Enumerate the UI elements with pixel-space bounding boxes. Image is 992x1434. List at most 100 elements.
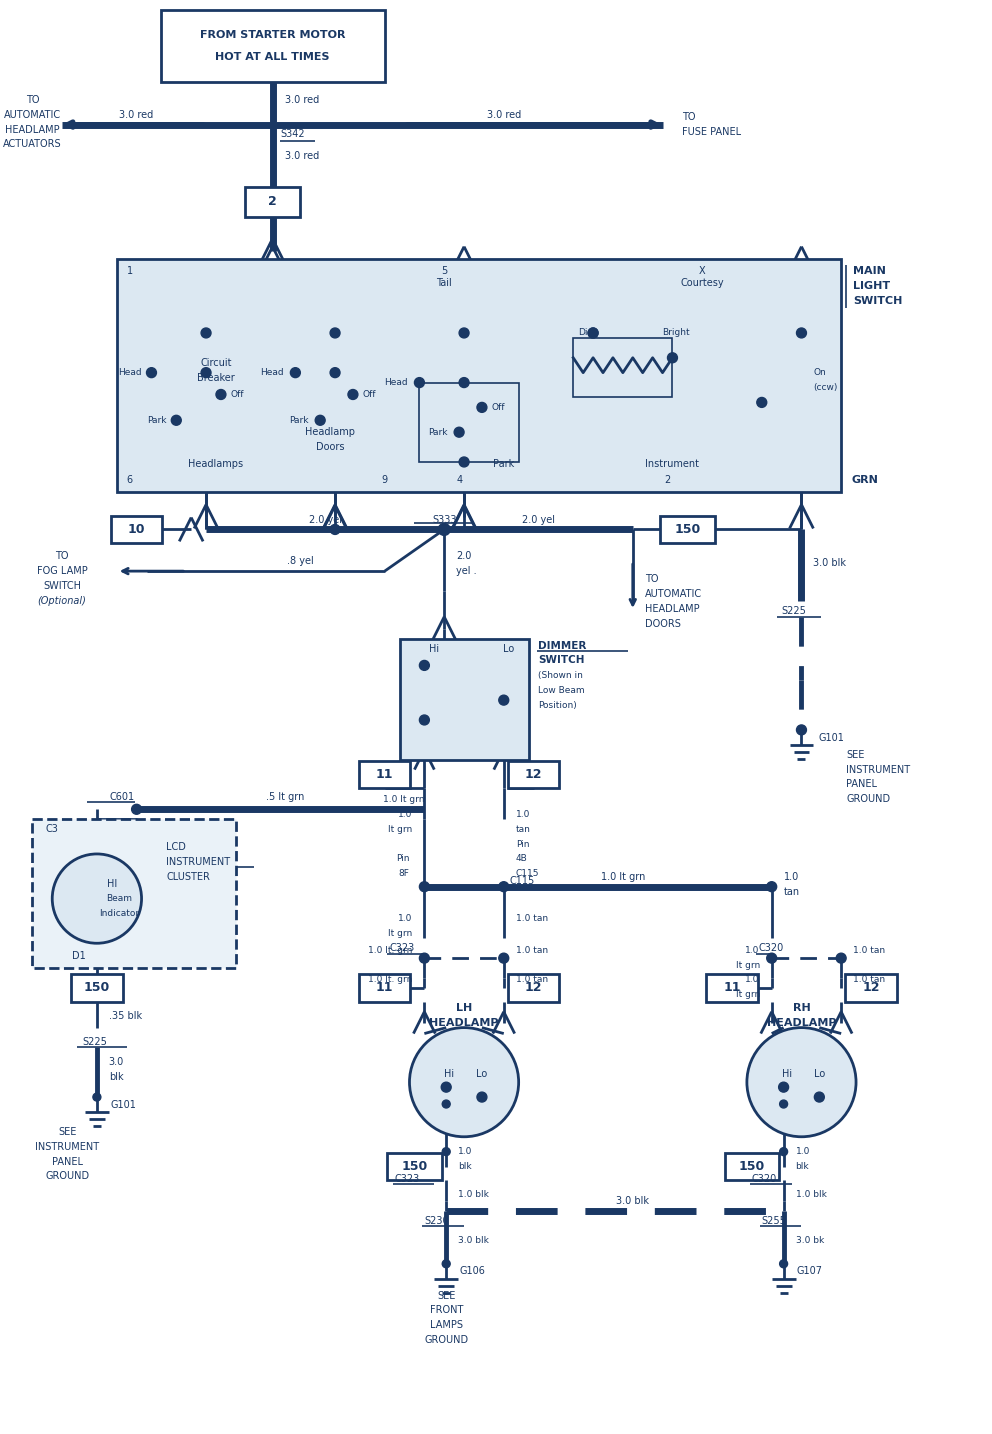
Text: Breaker: Breaker bbox=[197, 373, 235, 383]
Text: Park: Park bbox=[289, 416, 309, 424]
Circle shape bbox=[814, 1093, 824, 1103]
Circle shape bbox=[797, 726, 806, 734]
Text: .8 yel: .8 yel bbox=[287, 556, 313, 566]
Text: Instrument: Instrument bbox=[646, 459, 699, 469]
Text: 150: 150 bbox=[739, 1160, 765, 1173]
Text: 2.0: 2.0 bbox=[456, 551, 471, 561]
Text: C115: C115 bbox=[510, 876, 535, 886]
Text: 12: 12 bbox=[525, 769, 543, 782]
Text: SEE: SEE bbox=[846, 750, 864, 760]
Bar bbox=[111, 516, 163, 543]
Text: FOG LAMP: FOG LAMP bbox=[37, 566, 87, 576]
Text: 1.0: 1.0 bbox=[796, 1147, 809, 1156]
Circle shape bbox=[477, 403, 487, 413]
Text: HEADLAMP: HEADLAMP bbox=[767, 1018, 836, 1028]
Text: TO: TO bbox=[26, 95, 39, 105]
Bar bbox=[706, 974, 758, 1002]
Text: On: On bbox=[813, 369, 826, 377]
Text: Lo: Lo bbox=[476, 1070, 487, 1080]
Circle shape bbox=[330, 367, 340, 377]
Bar bbox=[845, 974, 897, 1002]
Text: 5: 5 bbox=[441, 267, 447, 277]
Text: 11: 11 bbox=[376, 769, 394, 782]
Text: C323: C323 bbox=[395, 1174, 420, 1184]
Text: SWITCH: SWITCH bbox=[539, 655, 585, 665]
Circle shape bbox=[797, 328, 806, 338]
Circle shape bbox=[780, 1100, 788, 1108]
Text: TO: TO bbox=[645, 574, 658, 584]
Text: Head: Head bbox=[384, 379, 408, 387]
Text: GROUND: GROUND bbox=[846, 794, 890, 804]
Circle shape bbox=[459, 328, 469, 338]
Text: 4B: 4B bbox=[516, 855, 528, 863]
Text: MAIN: MAIN bbox=[853, 267, 886, 277]
Text: lt grn: lt grn bbox=[388, 929, 413, 938]
Text: (Optional): (Optional) bbox=[38, 597, 86, 607]
Text: LIGHT: LIGHT bbox=[853, 281, 890, 291]
Text: LH: LH bbox=[456, 1002, 472, 1012]
Text: 2.0 yel: 2.0 yel bbox=[309, 515, 341, 525]
Text: 1.0: 1.0 bbox=[745, 945, 760, 955]
Text: Low Beam: Low Beam bbox=[539, 685, 585, 694]
Text: Tail: Tail bbox=[436, 278, 452, 288]
Text: Hi: Hi bbox=[444, 1070, 454, 1080]
Circle shape bbox=[767, 882, 777, 892]
Circle shape bbox=[588, 328, 598, 338]
Text: lt grn: lt grn bbox=[735, 961, 760, 969]
Text: HEADLAMP: HEADLAMP bbox=[430, 1018, 499, 1028]
Text: 1.0 tan: 1.0 tan bbox=[853, 945, 885, 955]
Text: 12: 12 bbox=[862, 981, 880, 994]
Text: 150: 150 bbox=[402, 1160, 428, 1173]
Circle shape bbox=[438, 523, 450, 535]
Text: 3.0 bk: 3.0 bk bbox=[796, 1236, 823, 1246]
Circle shape bbox=[780, 1147, 788, 1156]
Circle shape bbox=[441, 1083, 451, 1093]
Text: INSTRUMENT: INSTRUMENT bbox=[846, 764, 911, 774]
Circle shape bbox=[216, 390, 226, 400]
Text: 1.0: 1.0 bbox=[516, 810, 530, 819]
Text: Courtesy: Courtesy bbox=[681, 278, 724, 288]
Circle shape bbox=[499, 882, 509, 892]
Text: .5 lt grn: .5 lt grn bbox=[266, 793, 305, 803]
Text: SWITCH: SWITCH bbox=[853, 297, 903, 307]
Circle shape bbox=[836, 954, 846, 964]
Text: 1.0 blk: 1.0 blk bbox=[458, 1190, 489, 1199]
Bar bbox=[400, 638, 529, 760]
Text: 3.0 red: 3.0 red bbox=[286, 95, 319, 105]
Text: Off: Off bbox=[492, 403, 505, 412]
Bar bbox=[33, 819, 236, 968]
Text: Beam: Beam bbox=[106, 895, 132, 903]
Text: 1: 1 bbox=[127, 267, 133, 277]
Text: Hi: Hi bbox=[430, 644, 439, 654]
Circle shape bbox=[442, 1100, 450, 1108]
Text: SWITCH: SWITCH bbox=[44, 581, 81, 591]
Text: 1.0: 1.0 bbox=[398, 913, 413, 923]
Text: (ccw): (ccw) bbox=[813, 383, 838, 391]
Text: 1.0: 1.0 bbox=[745, 975, 760, 985]
Text: GROUND: GROUND bbox=[45, 1172, 89, 1182]
Text: 1.0: 1.0 bbox=[458, 1147, 472, 1156]
Circle shape bbox=[779, 1083, 789, 1093]
Text: AUTOMATIC: AUTOMATIC bbox=[4, 109, 61, 119]
Text: Position): Position) bbox=[539, 701, 577, 710]
Text: lt grn: lt grn bbox=[388, 825, 413, 833]
Text: HEADLAMP: HEADLAMP bbox=[645, 604, 699, 614]
Bar bbox=[420, 383, 519, 462]
Bar bbox=[387, 1153, 441, 1180]
Text: S225: S225 bbox=[782, 605, 806, 615]
Text: SEE: SEE bbox=[437, 1291, 455, 1301]
Text: 1.0 lt. grn: 1.0 lt. grn bbox=[368, 945, 413, 955]
Text: Park: Park bbox=[147, 416, 167, 424]
Circle shape bbox=[420, 661, 430, 670]
Text: 4: 4 bbox=[457, 475, 463, 485]
Text: Head: Head bbox=[118, 369, 142, 377]
Circle shape bbox=[132, 804, 142, 815]
Circle shape bbox=[499, 954, 509, 964]
Text: Off: Off bbox=[231, 390, 244, 399]
Circle shape bbox=[147, 367, 157, 377]
Circle shape bbox=[420, 882, 430, 892]
Text: C320: C320 bbox=[759, 944, 784, 954]
Circle shape bbox=[330, 525, 340, 535]
Text: Lo: Lo bbox=[503, 644, 514, 654]
Text: 2: 2 bbox=[268, 195, 277, 208]
